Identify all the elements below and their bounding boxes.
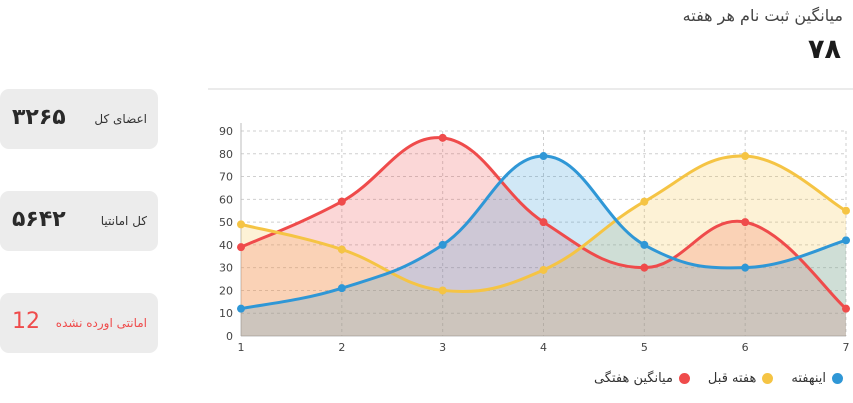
data-point-this-week bbox=[842, 236, 850, 245]
chart-title: میانگین ثبت نام هر هفته bbox=[682, 6, 843, 25]
y-tick-label: 80 bbox=[219, 148, 233, 161]
data-point-weekly-average bbox=[438, 133, 447, 142]
data-point-weekly-average bbox=[337, 197, 346, 206]
x-tick-label: 7 bbox=[843, 341, 850, 354]
x-tick-label: 5 bbox=[641, 341, 648, 354]
x-tick-label: 2 bbox=[338, 341, 345, 354]
stat-label: امانتی اورده نشده bbox=[55, 316, 147, 330]
y-tick-label: 50 bbox=[219, 216, 233, 229]
series-area-last-week bbox=[241, 155, 846, 336]
series-area-this-week bbox=[241, 156, 846, 336]
data-point-last-week bbox=[842, 206, 850, 215]
y-tick-label: 30 bbox=[219, 262, 233, 275]
weekly-average-value: ۷۸ bbox=[808, 34, 841, 65]
x-tick-label: 3 bbox=[439, 341, 446, 354]
legend-label: هفته قبل bbox=[707, 371, 757, 386]
stat-card-unreturned-loans: امانتی اورده نشده 12 bbox=[0, 293, 158, 353]
chart-legend: اینهفته هفته قبل میانگین هفتگی bbox=[594, 371, 843, 386]
stat-card-total-loans: کل امانتیا ۵۶۴۲ bbox=[0, 191, 158, 251]
data-point-weekly-average bbox=[539, 218, 548, 227]
data-point-this-week bbox=[539, 152, 548, 161]
stat-value: ۳۲۶۵ bbox=[12, 105, 66, 130]
legend-swatch-weekly-average bbox=[678, 373, 690, 384]
y-tick-label: 0 bbox=[226, 330, 233, 343]
stat-card-total-members: اعضای کل ۳۲۶۵ bbox=[0, 89, 158, 149]
legend-swatch-last-week bbox=[762, 373, 774, 384]
data-point-last-week bbox=[539, 265, 548, 274]
header-divider bbox=[208, 88, 853, 90]
x-tick-label: 1 bbox=[238, 341, 245, 354]
data-point-this-week bbox=[741, 263, 750, 272]
data-point-this-week bbox=[438, 240, 447, 249]
data-point-last-week bbox=[337, 245, 346, 254]
y-tick-label: 10 bbox=[219, 307, 233, 320]
stat-label: اعضای کل bbox=[94, 112, 147, 126]
data-point-weekly-average bbox=[640, 263, 649, 272]
y-tick-label: 70 bbox=[219, 171, 233, 184]
stat-value: 12 bbox=[12, 309, 40, 334]
y-tick-label: 20 bbox=[219, 284, 233, 297]
legend-item-last-week[interactable]: هفته قبل bbox=[707, 371, 774, 386]
data-point-last-week bbox=[640, 197, 649, 206]
data-point-this-week bbox=[237, 304, 245, 313]
legend-swatch-this-week bbox=[832, 373, 843, 384]
y-tick-label: 40 bbox=[219, 239, 233, 252]
legend-item-this-week[interactable]: اینهفته bbox=[791, 371, 843, 386]
legend-item-weekly-average[interactable]: میانگین هفتگی bbox=[594, 371, 690, 386]
legend-label: میانگین هفتگی bbox=[593, 371, 673, 386]
series-area-weekly-average bbox=[241, 137, 846, 336]
data-point-this-week bbox=[640, 240, 649, 249]
data-point-last-week bbox=[237, 220, 245, 229]
stat-value: ۵۶۴۲ bbox=[12, 207, 66, 232]
data-point-this-week bbox=[337, 284, 346, 293]
data-point-weekly-average bbox=[842, 304, 850, 313]
data-point-last-week bbox=[741, 152, 750, 161]
x-tick-label: 4 bbox=[540, 341, 547, 354]
y-tick-label: 60 bbox=[219, 193, 233, 206]
legend-label: اینهفته bbox=[791, 371, 826, 386]
data-point-weekly-average bbox=[237, 243, 245, 252]
y-tick-label: 90 bbox=[219, 125, 233, 138]
x-tick-label: 6 bbox=[742, 341, 749, 354]
stat-label: کل امانتیا bbox=[100, 214, 147, 228]
data-point-last-week bbox=[438, 286, 447, 295]
data-point-weekly-average bbox=[741, 218, 750, 227]
